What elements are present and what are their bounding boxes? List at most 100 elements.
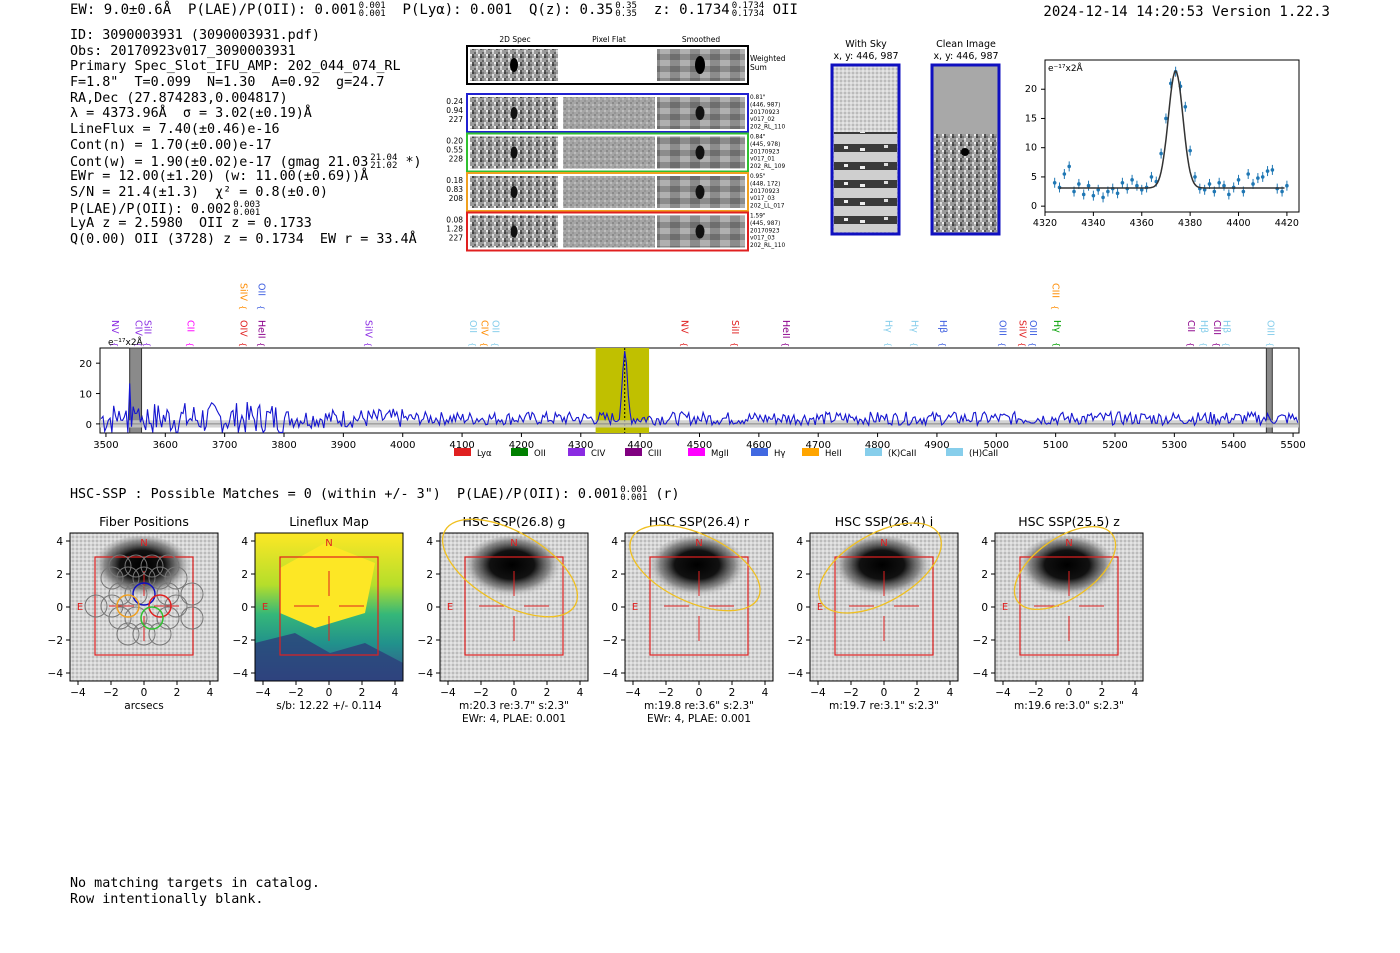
hsc-ytick-label: 0 [796,602,803,614]
cutout-row-stat: 0.20 [446,137,463,146]
line-fit-ytick-label: 10 [1025,143,1037,154]
hsc-xtick-label: 2 [359,687,366,699]
spectrum-xtick-label: 4100 [449,440,474,451]
spectrum-xtick-label: 4200 [509,440,534,451]
hsc-ytick-label: 2 [241,569,248,581]
spectrum-legend-label: (H)CaII [969,449,998,459]
clean-image-source [961,148,969,156]
fiber-circle [124,606,148,630]
spectrum-ytick-label: 10 [79,390,92,401]
hsc-ytick-label: −4 [48,668,64,680]
cutout-row-meta: 202_RL_109 [750,164,785,170]
spectrum-line-label: OIII [1265,320,1276,336]
info-contn: Cont(n) = 1.70(±0.00)e-17 [70,137,272,153]
header-timestamp-version: 2024-12-14 14:20:53 Version 1.22.3 [1043,4,1330,20]
line-fit-point [1241,189,1246,194]
line-fit-point [1115,191,1120,196]
fiber-circle-selected [116,594,140,618]
spectrum-xtick-label: 3800 [271,440,296,451]
fiber-circle [108,606,132,630]
line-fit-point [1227,192,1231,197]
lineflux-low-region [255,633,403,681]
spectrum-line-label: CIII [1211,320,1222,335]
spectrum-line-label: CIV [133,320,144,336]
hsc-panel-xlabel: m:19.6 re:3.0" s:2.3" [1014,700,1124,712]
spectrum-legend-swatch [751,448,768,456]
aperture-box [279,556,379,656]
hsc-xtick-label: 0 [881,687,888,699]
cutout-source [510,146,518,159]
spectrum-ytick-label: 20 [79,359,92,370]
hsc-xtick-label: −4 [625,687,641,699]
hsc-panel-xlabel: arcsecs [124,700,163,712]
spectrum-legend-item: (H)CaII [946,448,998,459]
hsc-panel-title: Lineflux Map [289,514,369,529]
sky-images: With Sky x, y: 446, 987 Clean Image x, y… [830,39,1001,236]
compass-east: E [262,602,268,613]
cutout-row-stat: 0.24 [446,97,463,106]
spectrum-line-label-brace: { [1051,305,1060,310]
spectrum-legend-item: CIII [625,448,661,459]
hsc-panel-xlabel: m:20.3 re:3.7" s:2.3" [459,700,569,712]
hsc-ytick-label: −4 [418,668,434,680]
header-plae: P(LAE)/P(OII): 0.001 [188,2,357,18]
cutout-row-stat: 228 [449,155,464,164]
header-qz: Q(z): 0.35 [528,2,614,18]
cutout-row-stat: 0.18 [446,176,463,185]
hsc-xtick-label: 0 [511,687,518,699]
galaxy-blob [832,536,932,600]
info-plae: P(LAE)/P(OII): 0.002 [70,201,232,217]
spectrum-line-label: Hβ [937,320,948,333]
cutout-row-meta: v017_03 [750,196,775,202]
spectrum-line [100,350,1299,434]
cutout-row-meta: 202_RL_110 [750,243,785,249]
hsc-xtick-label: 4 [392,687,399,699]
spectrum-line-label: Hγ [1051,320,1062,333]
hsc-ytick-label: −2 [788,635,803,647]
fiber-circle [108,554,132,578]
info-plae-lo: 0.001 [233,207,261,218]
hsc-filter: (r) [655,487,680,502]
spectrum-line-label-brace: { [363,342,372,347]
info-sn: S/N = 21.4(±1.3) χ² = 0.8(±0.0) [70,184,328,200]
spectrum-xtick-label: 4000 [390,440,415,451]
cutout-row-meta: 20170923 [750,189,780,195]
spectrum-line-label: HeII [256,320,267,339]
hsc-ytick-label: −4 [233,668,249,680]
cutout-row-stat: 0.83 [446,185,463,194]
spectrum-line-label-brace: { [730,342,739,347]
weighted-sum-label-1: Weighted [750,54,786,63]
line-fit-point [1072,189,1076,194]
spectrum-legend-label: Lyα [477,449,492,459]
aperture-box [94,556,194,656]
spectrum-line-label-brace: { [938,342,947,347]
hsc-xtick-label: −4 [995,687,1011,699]
cutout-source [510,225,518,238]
spectrum-legend-label: MgII [711,449,729,459]
line-fit-point [1280,189,1284,194]
spectrum-xtick-label: 5200 [1102,440,1127,451]
line-fit-point [1081,192,1086,197]
spectrum-line-label-brace: { [143,342,152,347]
hsc-ytick-label: 0 [611,602,618,614]
spectrum-line-label-brace: { [239,305,248,310]
spectrum-legend-item: (K)CaII [865,448,916,459]
cutout-header-smoothed: Smoothed [682,35,721,44]
line-fit-point [1285,183,1289,188]
spectrum-line-label-brace: { [781,342,790,347]
line-fit-point [1101,195,1105,200]
hsc-ytick-label: 0 [426,602,433,614]
line-fit-point [1193,175,1197,179]
cutout-pixelflat [563,136,655,169]
spectrum-legend-swatch [625,448,642,456]
hsc-panel-xlabel: s/b: 12.22 +/- 0.114 [276,700,382,712]
weighted-sum-smoothed-source [695,56,705,74]
compass-east: E [817,602,823,613]
spectrum-legend-item: Lyα [454,448,492,459]
compass-east: E [632,602,638,613]
spectrum-xtick-label: 5100 [1043,440,1068,451]
line-fit-point [1091,193,1096,198]
